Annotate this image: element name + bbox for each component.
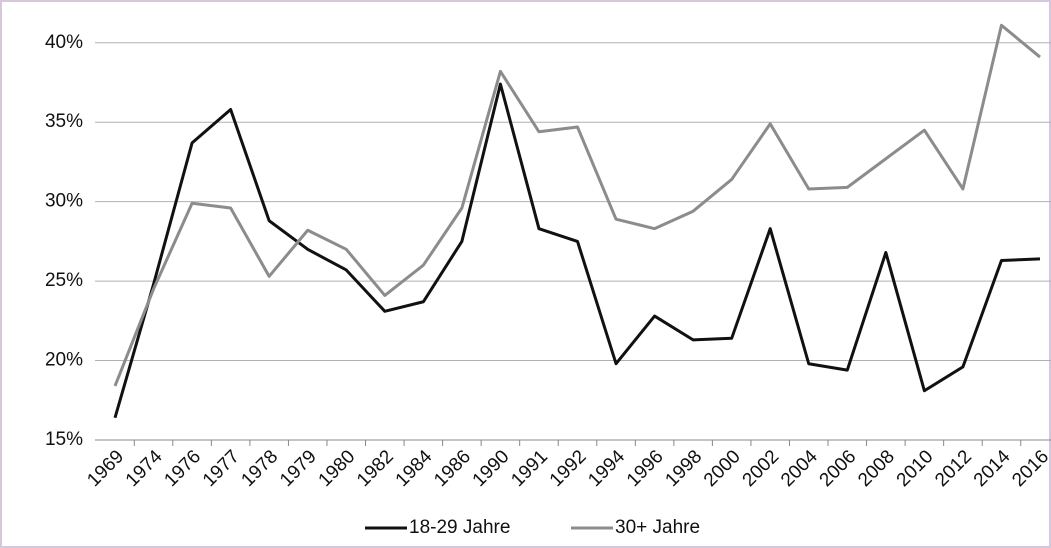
y-tick-label: 40% — [45, 32, 83, 53]
y-tick-label: 20% — [45, 350, 83, 371]
series-line — [113, 82, 1041, 419]
y-tick-label: 30% — [45, 191, 83, 212]
series-line — [113, 23, 1041, 387]
y-tick-label: 15% — [45, 429, 83, 450]
legend-label: 18-29 Jahre — [409, 517, 510, 538]
y-tick-label: 25% — [45, 270, 83, 291]
y-tick-label: 35% — [45, 111, 83, 132]
legend-label: 30+ Jahre — [615, 517, 700, 538]
